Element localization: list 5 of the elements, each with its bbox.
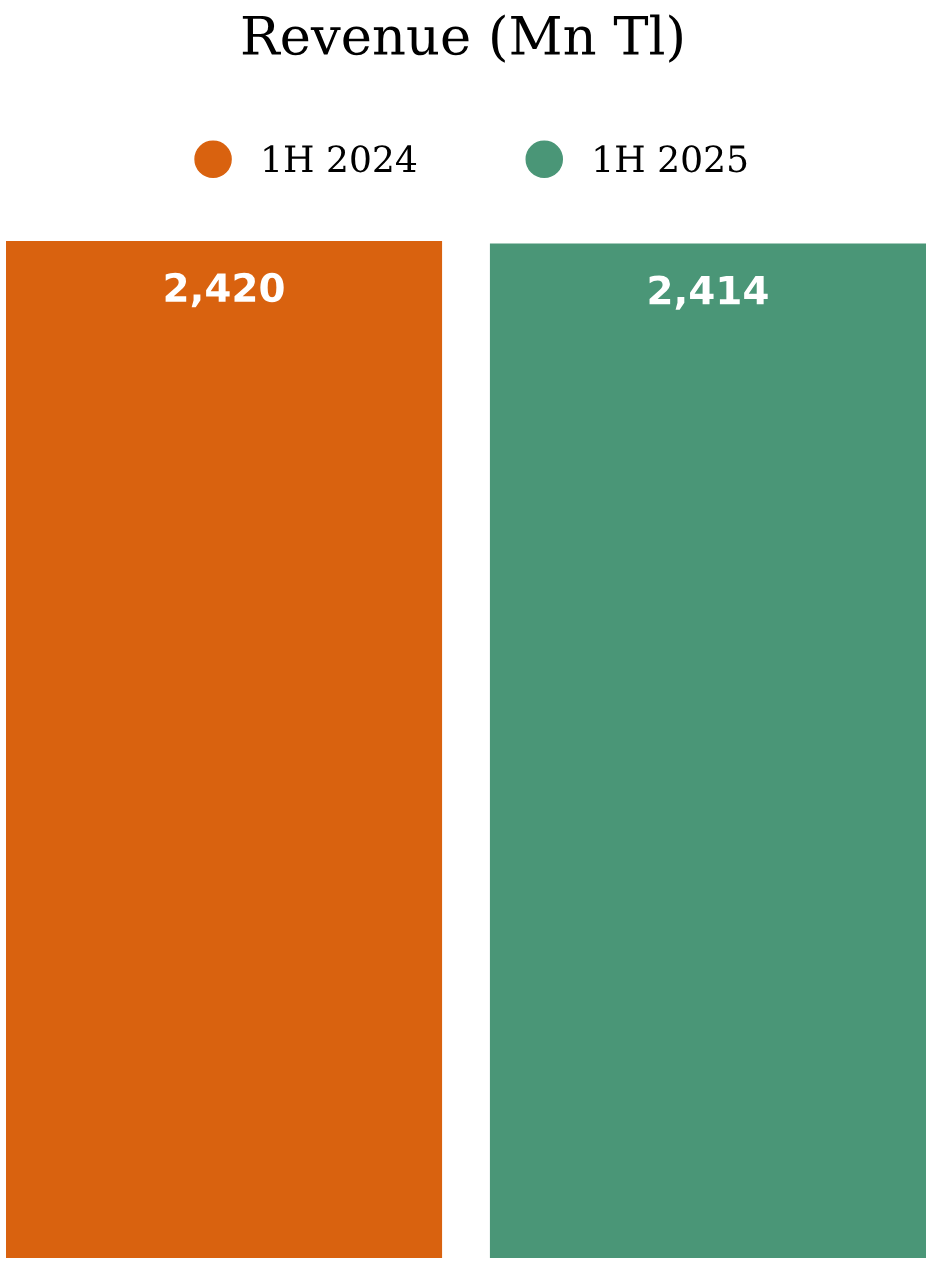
- legend-label: 1H 2025: [595, 145, 747, 173]
- data-label: 2,420: [165, 272, 284, 308]
- chart-title: Revenue (Mn Tl): [242, 14, 682, 63]
- data-label: 2,414: [649, 275, 768, 310]
- legend-label: 1H 2024: [264, 145, 417, 173]
